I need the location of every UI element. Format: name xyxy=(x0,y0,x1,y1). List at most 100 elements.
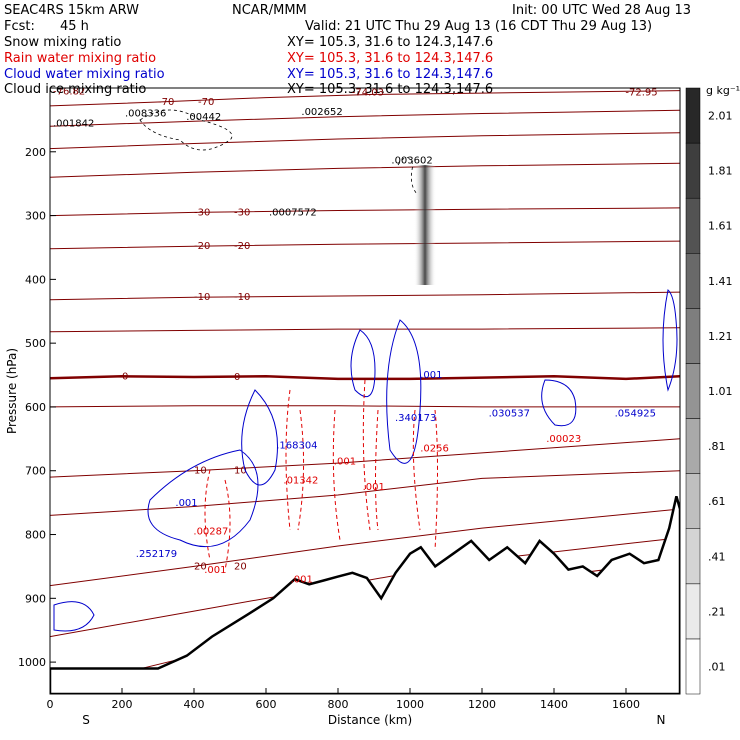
rain-water-contour xyxy=(204,379,438,571)
temperature-contour xyxy=(50,327,680,333)
temperature-contour xyxy=(50,240,680,250)
colorbar-label: 1.01 xyxy=(708,385,733,398)
colorbar-label: 1.81 xyxy=(708,165,733,178)
x-tick-label: 1400 xyxy=(540,698,568,711)
temperature-contour-label: -10 xyxy=(234,292,250,303)
cloud-water-contour xyxy=(241,389,278,486)
colorbar-swatch xyxy=(685,638,701,695)
x-axis: 0 200 400 600 800 1000 1200 1400 1600 xyxy=(47,688,640,711)
field-rain-xy: XY= 105.3, 31.6 to 124.3,147.6 xyxy=(287,51,493,66)
temperature-contour-label: 10 xyxy=(234,466,247,477)
temperature-contour-label: -30 xyxy=(234,207,250,218)
field-cloud-ice: Cloud ice mixing ratio xyxy=(4,82,146,97)
maximum-label: .008336 xyxy=(125,109,166,120)
maximum-label: .002652 xyxy=(301,107,342,118)
colorbar-swatch xyxy=(685,418,701,474)
x-tick-label: 200 xyxy=(112,698,133,711)
fcst-label: Fcst: xyxy=(4,19,35,34)
cloud-ice-contour xyxy=(139,109,233,151)
temperature-contour-label: -20 xyxy=(234,241,250,252)
y-tick-label: 200 xyxy=(25,146,46,159)
plot-area: -70-70-30-30-20-20-10-1000101020203030 .… xyxy=(50,88,680,694)
y-tick-label: 1000 xyxy=(18,656,46,669)
x-tick-label: 800 xyxy=(328,698,349,711)
cloud-water-contour xyxy=(350,329,376,398)
cloud-contours xyxy=(53,109,678,632)
temperature-contour-label: 0 xyxy=(234,372,240,383)
colorbar-swatch xyxy=(685,473,701,529)
temperature-contour xyxy=(50,438,680,478)
cloud-water-contour xyxy=(53,601,95,632)
field-cloud-ice-xy: XY= 105.3, 31.6 to 124.3,147.6 xyxy=(287,82,493,97)
y-tick-label: 300 xyxy=(25,210,46,223)
temperature-contour xyxy=(50,291,680,301)
maximum-label: .001 xyxy=(363,482,385,493)
model-title: SEAC4RS 15km ARW xyxy=(4,3,139,18)
valid-time: Valid: 21 UTC Thu 29 Aug 13 (16 CDT Thu … xyxy=(305,19,652,34)
colorbar-label: .81 xyxy=(708,440,726,453)
plot-frame xyxy=(49,87,681,695)
colorbar-unit: g kg⁻¹ xyxy=(706,84,740,97)
colorbar-label: .01 xyxy=(708,660,726,673)
north-label: N xyxy=(657,713,666,727)
colorbar-label: 1.61 xyxy=(708,220,733,233)
maximum-label: -72.95 xyxy=(625,88,657,99)
temperature-contour-label: -70 xyxy=(158,97,174,108)
maximum-label: .001 xyxy=(334,456,356,467)
colorbar-swatch xyxy=(685,87,701,144)
init-time: Init: 00 UTC Wed 28 Aug 13 xyxy=(512,3,691,18)
maxima-labels: .001842 .008336 .00442 .002652 .003602 .00075… xyxy=(53,88,658,585)
y-tick-label: 600 xyxy=(25,401,46,414)
temperature-contour xyxy=(50,405,680,408)
temperature-contour-label: -20 xyxy=(194,241,210,252)
colorbar-swatch xyxy=(685,363,701,419)
temperature-contour-label: 0 xyxy=(122,371,128,382)
maximum-label: .252179 xyxy=(136,549,177,560)
x-tick-label: 1600 xyxy=(612,698,640,711)
colorbar-label: .21 xyxy=(708,605,726,618)
field-cloud-water: Cloud water mixing ratio xyxy=(4,67,165,82)
field-snow: Snow mixing ratio xyxy=(4,35,121,50)
maximum-label: .054925 xyxy=(615,409,656,420)
field-cloud-water-xy: XY= 105.3, 31.6 to 124.3,147.6 xyxy=(287,67,493,82)
temperature-contour xyxy=(50,162,680,178)
maximum-label: .001 xyxy=(175,498,197,509)
cloud-water-contour xyxy=(147,449,259,548)
y-tick-label: 900 xyxy=(25,592,46,605)
cloud-water-contour xyxy=(386,319,422,464)
maximum-label: .340173 xyxy=(395,413,436,424)
field-snow-xy: XY= 105.3, 31.6 to 124.3,147.6 xyxy=(287,35,493,50)
temperature-contour xyxy=(50,508,680,587)
x-tick-label: 0 xyxy=(47,698,54,711)
field-rain: Rain water mixing ratio xyxy=(4,51,156,66)
cloud-water-contour xyxy=(662,289,678,392)
y-axis: 200 300 400 500 600 700 800 900 1000 xyxy=(18,146,56,669)
cloud-ice-contour xyxy=(397,157,419,196)
colorbar: .01 .21 .41 .61 .81 1.01 1.21 1.41 1.61 1.81 2.01 xyxy=(685,87,733,695)
maximum-label: .030537 xyxy=(489,409,530,420)
temperature-contour-label: -70 xyxy=(198,97,214,108)
temperature-contour-label: -30 xyxy=(194,207,210,218)
y-tick-label: 700 xyxy=(25,465,46,478)
colorbar-label: 1.41 xyxy=(708,275,733,288)
temperature-contour xyxy=(50,375,680,381)
snow-shading xyxy=(414,165,436,285)
colorbar-swatch xyxy=(685,253,701,309)
colorbar-swatch xyxy=(685,142,701,199)
y-axis-label: Pressure (hPa) xyxy=(5,348,19,434)
maximum-label: .001 xyxy=(420,370,442,381)
org-label: NCAR/MMM xyxy=(232,3,307,18)
maximum-label: -74.03 xyxy=(352,88,384,99)
temperature-contour-label: -10 xyxy=(194,292,210,303)
maximum-label: .003602 xyxy=(391,155,432,166)
maximum-label: .00442 xyxy=(186,112,221,123)
header: SEAC4RS 15km ARW NCAR/MMM Init: 00 UTC W… xyxy=(4,3,691,97)
temperature-contour xyxy=(50,109,680,127)
y-tick-label: 500 xyxy=(25,337,46,350)
colorbar-label: 1.21 xyxy=(708,330,733,343)
maximum-label: .001842 xyxy=(53,118,94,129)
fcst-value: 45 h xyxy=(60,19,89,34)
maximum-label: .001 xyxy=(204,565,226,576)
colorbar-label: .41 xyxy=(708,550,726,563)
